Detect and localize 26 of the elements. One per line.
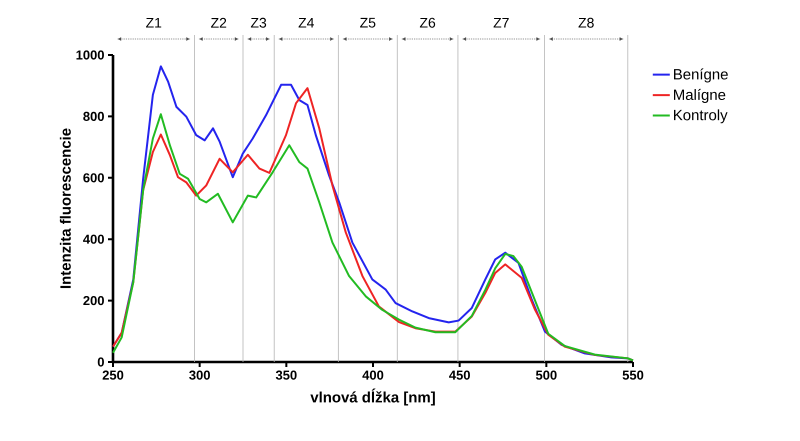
y-tick-label: 800: [83, 112, 104, 121]
y-tick-label: 0: [98, 357, 104, 367]
y-axis-title: Intenzita fluorescencie: [60, 128, 71, 288]
x-tick-label: 450: [449, 370, 470, 380]
legend-label: Benígne: [674, 68, 728, 82]
y-tick-label: 200: [83, 296, 104, 306]
text: Z6: [420, 18, 436, 28]
text: Z5: [360, 18, 376, 28]
x-tick-label: 300: [189, 370, 210, 380]
y-tick-label: 1000: [76, 50, 104, 60]
text: Z8: [578, 18, 594, 28]
text: Z4: [298, 18, 314, 28]
x-tick-label: 250: [102, 370, 124, 380]
x-tick-label: 500: [536, 370, 557, 380]
text: Z3: [250, 18, 266, 28]
text: Z1: [146, 18, 162, 28]
x-axis-title: vlnová dĺžka [nm]: [310, 388, 435, 406]
x-tick-label: 400: [362, 370, 384, 380]
text: Z2: [211, 18, 226, 28]
y-tick-label: 400: [83, 234, 104, 244]
text: Z7: [494, 18, 509, 28]
y-tick-label: 600: [83, 173, 104, 182]
legend-label: Kontroly: [674, 109, 728, 124]
x-tick-label: 550: [622, 370, 644, 380]
legend-label: Malígne: [674, 88, 726, 103]
x-tick-label: 350: [276, 370, 297, 380]
